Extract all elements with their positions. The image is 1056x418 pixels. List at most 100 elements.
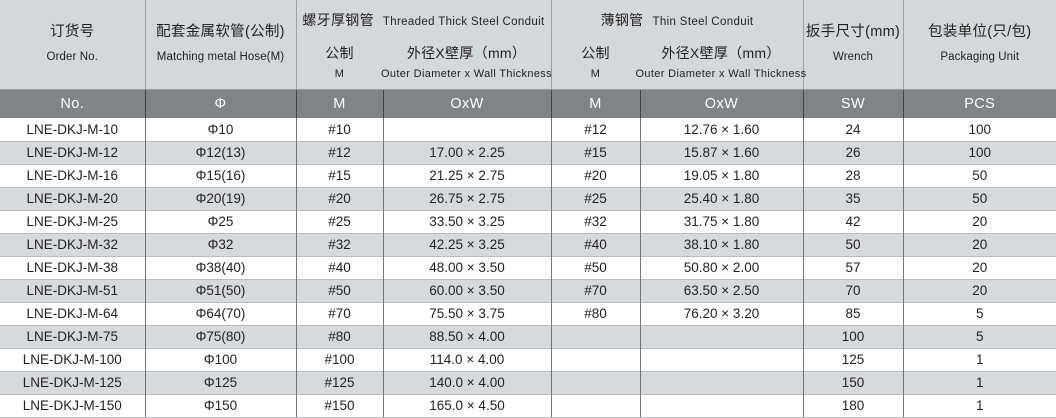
cell-order-no: LNE-DKJ-M-51 (0, 278, 146, 302)
cell-phi: Φ32 (144, 232, 297, 256)
cell-thin-m: #80 (550, 301, 641, 325)
cell-pcs: 5 (902, 324, 1056, 348)
abbrev-header-row: No. Φ M OxW M OxW SW PCS (0, 89, 1056, 118)
cell-thick-oxw (382, 118, 552, 141)
cell-thick-m: #70 (295, 301, 384, 325)
cell-thin-oxw: 31.75 × 1.80 (639, 209, 804, 233)
cell-sw: 35 (802, 186, 904, 210)
column-header-no: No. (0, 89, 146, 118)
table-body: LNE-DKJ-M-10 Φ10 #10 #12 12.76 × 1.60 24 100 LN… (0, 118, 1056, 418)
cell-thick-oxw: 21.25 × 2.75 (382, 163, 552, 187)
thin-conduit-sub-metric: 公制 M (552, 43, 640, 80)
cell-pcs: 20 (902, 232, 1056, 256)
cell-thick-m: #12 (295, 140, 384, 164)
cell-sw: 24 (802, 118, 904, 141)
cell-phi: Φ150 (144, 393, 297, 418)
thin-conduit-sub-metric-en: M (590, 68, 601, 81)
cell-thin-oxw: 19.05 × 1.80 (639, 163, 804, 187)
table-row: LNE-DKJ-M-32 Φ32 #32 42.25 × 3.25 #40 38.10 ×… (0, 232, 1056, 256)
cell-thin-m: #15 (550, 140, 641, 164)
cell-phi: Φ64(70) (144, 301, 297, 325)
cell-phi: Φ25 (144, 209, 297, 233)
group-header-matching-metal-hose: 配套金属软管(公制) Matching metal Hose(M) (144, 0, 297, 90)
cell-thin-m: #70 (550, 278, 641, 302)
table-row: LNE-DKJ-M-150 Φ150 #150 165.0 × 4.50 180 1 (0, 393, 1056, 418)
cell-order-no: LNE-DKJ-M-25 (0, 209, 146, 233)
group-header-matching-metal-hose-en: Matching metal Hose(M) (156, 51, 285, 64)
cell-thick-m: #25 (295, 209, 384, 233)
cell-thick-oxw: 33.50 × 3.25 (382, 209, 552, 233)
column-header-thick-oxw: OxW (382, 89, 552, 118)
cell-thin-m: #32 (550, 209, 641, 233)
cell-phi: Φ100 (144, 347, 297, 371)
cell-thick-oxw: 48.00 × 3.50 (382, 255, 552, 279)
column-header-thin-m: M (550, 89, 641, 118)
cell-thin-oxw: 50.80 × 2.00 (639, 255, 804, 279)
cell-thick-m: #10 (295, 118, 384, 141)
cell-thick-m: #20 (295, 186, 384, 210)
cell-sw: 150 (802, 370, 904, 394)
cell-order-no: LNE-DKJ-M-38 (0, 255, 146, 279)
threaded-conduit-sub-dimension: 外径X壁厚（mm） Outer Diameter x Wall Thicknes… (381, 43, 553, 81)
group-header-wrench: 扳手尺寸(mm) Wrench (802, 0, 904, 90)
cell-thick-m: #15 (295, 163, 384, 187)
thin-conduit-title-cn: 薄钢管 (600, 12, 644, 29)
cell-thick-m: #100 (295, 347, 384, 371)
cell-thin-m (550, 370, 641, 394)
threaded-conduit-title: 螺牙厚钢管 Threaded Thick Steel Conduit (297, 10, 551, 30)
cell-thick-oxw: 140.0 × 4.00 (382, 370, 552, 394)
column-header-thick-m: M (295, 89, 384, 118)
group-header-order-no-cn: 订货号 (50, 24, 95, 41)
cell-phi: Φ10 (144, 118, 297, 141)
column-header-thin-oxw: OxW (639, 89, 804, 118)
cell-phi: Φ75(80) (144, 324, 297, 348)
threaded-conduit-sub-dimension-en: Outer Diameter x Wall Thickness (381, 68, 553, 81)
thin-conduit-title: 薄钢管 Thin Steel Conduit (552, 10, 803, 30)
cell-thin-m (550, 393, 641, 418)
table-row: LNE-DKJ-M-16 Φ15(16) #15 21.25 × 2.75 #20 19.… (0, 163, 1056, 187)
cell-thick-m: #50 (295, 278, 384, 302)
table-row: LNE-DKJ-M-125 Φ125 #125 140.0 × 4.00 150 1 (0, 370, 1056, 394)
cell-order-no: LNE-DKJ-M-75 (0, 324, 146, 348)
cell-order-no: LNE-DKJ-M-12 (0, 140, 146, 164)
cell-sw: 125 (802, 347, 904, 371)
cell-thick-oxw: 42.25 × 3.25 (382, 232, 552, 256)
thin-conduit-sub-dimension-en: Outer Diameter x Wall Thickness (635, 68, 807, 81)
threaded-conduit-title-en: Threaded Thick Steel Conduit (382, 16, 545, 29)
cell-thin-oxw: 76.20 × 3.20 (639, 301, 804, 325)
group-header-packaging-unit: 包装单位(只/包) Packaging Unit (902, 0, 1056, 90)
threaded-conduit-sub-metric-en: M (334, 68, 345, 81)
cell-pcs: 20 (902, 209, 1056, 233)
table-row: LNE-DKJ-M-12 Φ12(13) #12 17.00 × 2.25 #15 15.… (0, 140, 1056, 164)
cell-thin-oxw (639, 393, 804, 418)
cell-thin-oxw: 15.87 × 1.60 (639, 140, 804, 164)
table-row: LNE-DKJ-M-51 Φ51(50) #50 60.00 × 3.50 #70 63.… (0, 278, 1056, 302)
cell-thick-oxw: 114.0 × 4.00 (382, 347, 552, 371)
threaded-conduit-title-cn: 螺牙厚钢管 (302, 12, 374, 29)
group-header-wrench-en: Wrench (832, 51, 873, 64)
column-header-phi: Φ (144, 89, 297, 118)
group-header-row: 订货号 Order No. 配套金属软管(公制) Matching metal … (0, 0, 1056, 90)
cell-pcs: 100 (902, 140, 1056, 164)
cell-sw: 26 (802, 140, 904, 164)
table-row: LNE-DKJ-M-10 Φ10 #10 #12 12.76 × 1.60 24 100 (0, 118, 1056, 141)
cell-pcs: 50 (902, 186, 1056, 210)
cell-sw: 42 (802, 209, 904, 233)
cell-sw: 57 (802, 255, 904, 279)
cell-thick-oxw: 60.00 × 3.50 (382, 278, 552, 302)
cell-thick-oxw: 75.50 × 3.75 (382, 301, 552, 325)
cell-order-no: LNE-DKJ-M-32 (0, 232, 146, 256)
cell-thick-oxw: 165.0 × 4.50 (382, 393, 552, 418)
thin-conduit-sub-dimension: 外径X壁厚（mm） Outer Diameter x Wall Thicknes… (636, 43, 807, 80)
cell-thick-oxw: 26.75 × 2.75 (382, 186, 552, 210)
table-header: 订货号 Order No. 配套金属软管(公制) Matching metal … (0, 0, 1056, 118)
table-row: LNE-DKJ-M-20 Φ20(19) #20 26.75 × 2.75 #25 25.… (0, 186, 1056, 210)
cell-order-no: LNE-DKJ-M-125 (0, 370, 146, 394)
group-header-matching-metal-hose-cn: 配套金属软管(公制) (156, 24, 285, 41)
cell-pcs: 1 (902, 370, 1056, 394)
cell-thick-m: #32 (295, 232, 384, 256)
cell-order-no: LNE-DKJ-M-64 (0, 301, 146, 325)
group-header-order-no-en: Order No. (46, 51, 98, 64)
cell-phi: Φ51(50) (144, 278, 297, 302)
group-header-thin-steel-conduit: 薄钢管 Thin Steel Conduit 公制 M 外径X壁厚（mm） Out… (550, 0, 807, 90)
